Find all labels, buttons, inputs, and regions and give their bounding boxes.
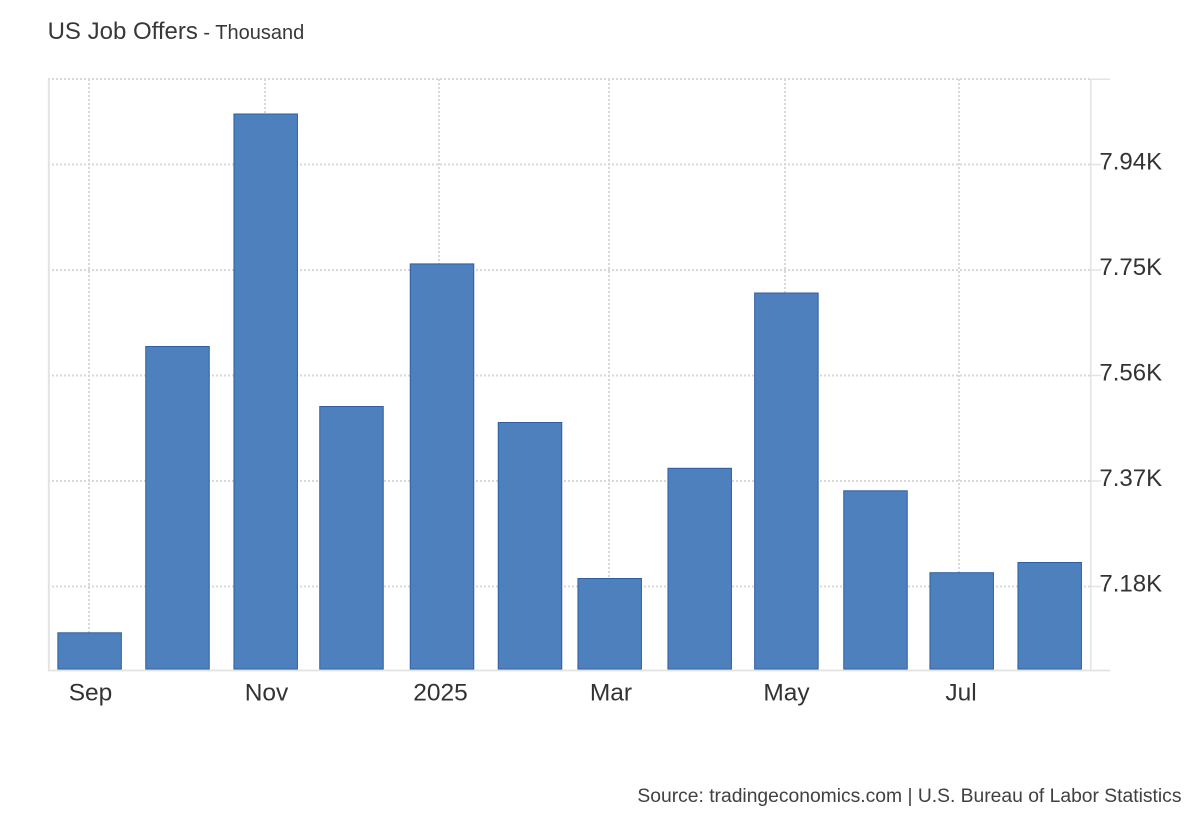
svg-text:Sep: Sep [69, 679, 113, 706]
svg-text:Nov: Nov [245, 679, 289, 706]
svg-text:Source: tradingeconomics.com |: Source: tradingeconomics.com | U.S. Bure… [637, 786, 1181, 807]
svg-text:US Job Offers - Thousand: US Job Offers - Thousand [48, 18, 305, 45]
svg-text:2025: 2025 [413, 679, 468, 706]
svg-text:7.94K: 7.94K [1099, 149, 1162, 176]
svg-text:May: May [763, 679, 810, 706]
svg-text:7.18K: 7.18K [1099, 571, 1162, 598]
svg-text:7.56K: 7.56K [1099, 360, 1162, 387]
svg-text:7.75K: 7.75K [1099, 254, 1162, 281]
svg-text:7.37K: 7.37K [1099, 465, 1162, 492]
svg-text:Jul: Jul [945, 679, 976, 706]
svg-text:Mar: Mar [590, 679, 632, 706]
